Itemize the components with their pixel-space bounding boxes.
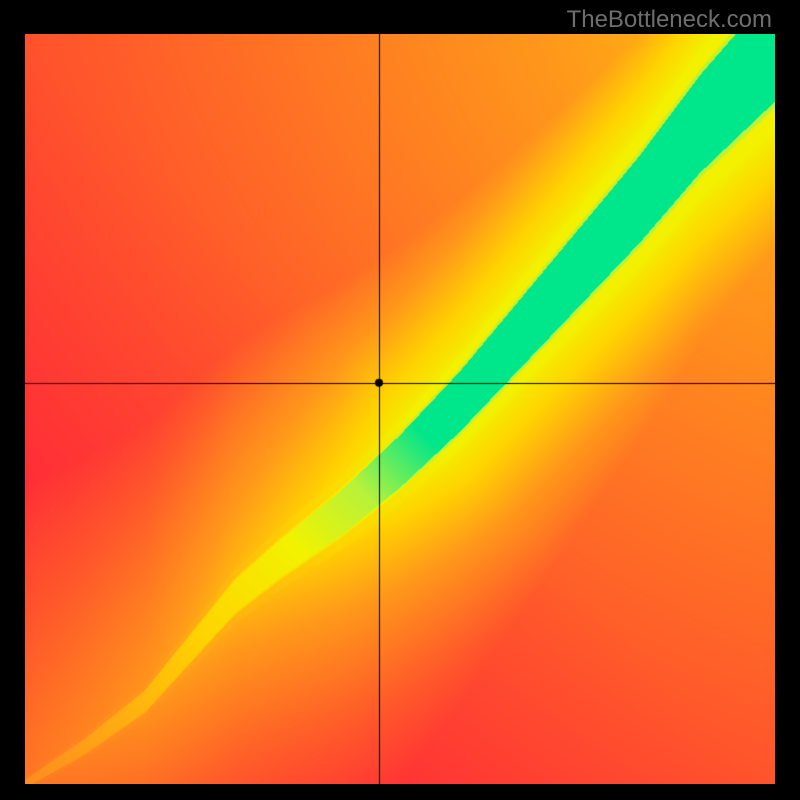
bottleneck-heatmap bbox=[25, 34, 775, 784]
chart-container: TheBottleneck.com bbox=[0, 0, 800, 800]
watermark-text: TheBottleneck.com bbox=[567, 6, 772, 34]
